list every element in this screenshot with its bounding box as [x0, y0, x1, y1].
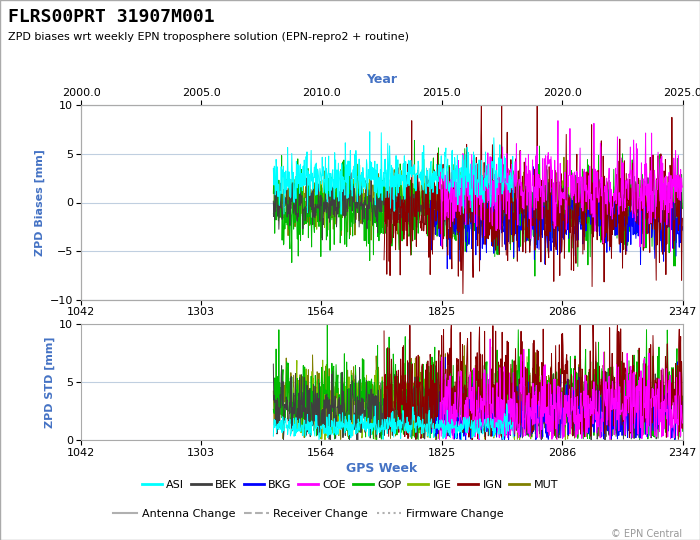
Legend: Antenna Change, Receiver Change, Firmware Change: Antenna Change, Receiver Change, Firmwar… — [108, 505, 507, 524]
X-axis label: Year: Year — [366, 73, 397, 86]
Y-axis label: ZPD Biases [mm]: ZPD Biases [mm] — [35, 149, 46, 256]
Text: ZPD biases wrt weekly EPN troposphere solution (EPN-repro2 + routine): ZPD biases wrt weekly EPN troposphere so… — [8, 32, 409, 43]
X-axis label: GPS Week: GPS Week — [346, 462, 417, 475]
Text: © EPN Central: © EPN Central — [611, 529, 682, 539]
Legend: ASI, BEK, BKG, COE, GOP, IGE, IGN, MUT: ASI, BEK, BKG, COE, GOP, IGE, IGN, MUT — [137, 475, 563, 494]
Text: FLRS00PRT 31907M001: FLRS00PRT 31907M001 — [8, 8, 215, 26]
Y-axis label: ZPD STD [mm]: ZPD STD [mm] — [44, 336, 55, 428]
